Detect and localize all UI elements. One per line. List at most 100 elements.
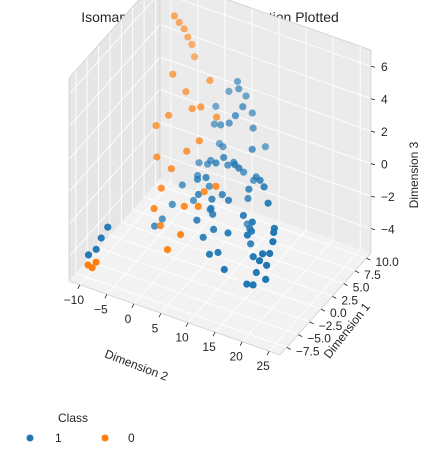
x-axis-line bbox=[68, 280, 281, 356]
x-tick bbox=[185, 322, 189, 327]
data-point-class-1 bbox=[270, 228, 278, 236]
gridline-z-left bbox=[68, 154, 161, 257]
data-point-class-0 bbox=[170, 12, 178, 20]
data-point-class-0 bbox=[183, 147, 191, 155]
z-tick bbox=[370, 98, 376, 101]
gridline-x-floor bbox=[214, 229, 307, 333]
gridline-y-floor bbox=[132, 209, 344, 285]
data-point-class-1 bbox=[264, 199, 272, 207]
data-point-class-0 bbox=[194, 202, 202, 210]
z-tick-label: 0 bbox=[381, 158, 388, 172]
data-point-class-1 bbox=[224, 161, 232, 169]
data-point-class-1 bbox=[247, 240, 255, 248]
edge-back-top bbox=[227, 0, 372, 51]
data-point-class-0 bbox=[191, 53, 199, 61]
data-points bbox=[84, 12, 278, 289]
z-tick bbox=[370, 65, 376, 68]
legend-marker-class-1 bbox=[26, 434, 34, 442]
data-point-class-1 bbox=[195, 159, 203, 167]
data-point-class-1 bbox=[235, 85, 243, 93]
data-point-class-1 bbox=[243, 231, 251, 239]
pane-bottom bbox=[69, 179, 371, 355]
data-point-class-0 bbox=[150, 205, 158, 213]
y-tick-label: 0.0 bbox=[330, 306, 347, 320]
y-tick bbox=[366, 257, 371, 261]
data-point-class-1 bbox=[235, 164, 243, 172]
data-point-class-0 bbox=[212, 182, 220, 190]
data-point-class-0 bbox=[92, 258, 100, 266]
data-point-class-1 bbox=[208, 195, 216, 203]
z-tick bbox=[370, 163, 376, 166]
data-point-class-1 bbox=[259, 250, 267, 258]
data-point-class-1 bbox=[260, 183, 268, 191]
z-tick bbox=[370, 228, 376, 231]
gridline-z-back bbox=[159, 24, 372, 100]
data-point-class-1 bbox=[212, 159, 220, 167]
data-point-class-1 bbox=[233, 77, 242, 86]
x-tick-label: 20 bbox=[229, 350, 243, 364]
data-point-class-1 bbox=[249, 253, 257, 261]
data-point-class-0 bbox=[180, 25, 188, 33]
data-point-class-0 bbox=[180, 202, 188, 210]
y-tick bbox=[286, 346, 292, 350]
x-tick-label: 0 bbox=[125, 312, 132, 326]
data-point-class-0 bbox=[163, 246, 172, 254]
y-tick-label: 7.5 bbox=[364, 268, 381, 282]
z-tick-label: −2 bbox=[381, 190, 395, 204]
data-point-class-0 bbox=[213, 113, 221, 121]
gridline-x-floor bbox=[241, 239, 334, 343]
data-point-class-0 bbox=[153, 153, 161, 161]
data-point-class-1 bbox=[189, 196, 198, 204]
gridline-z-left bbox=[68, 0, 154, 95]
data-point-class-0 bbox=[188, 40, 196, 49]
x-tick bbox=[158, 313, 162, 318]
x-tick-label: 25 bbox=[256, 359, 270, 373]
gridline-x-floor bbox=[160, 210, 253, 314]
data-point-class-0 bbox=[84, 261, 92, 269]
x-tick-label: −5 bbox=[94, 302, 108, 316]
gridline-z-back bbox=[159, 154, 372, 230]
x-tick bbox=[239, 341, 243, 346]
data-point-class-1 bbox=[248, 218, 256, 226]
data-point-class-0 bbox=[200, 188, 208, 196]
data-point-class-1 bbox=[92, 245, 100, 253]
gridline-z-left bbox=[68, 89, 161, 192]
x-tick-label: 10 bbox=[175, 331, 189, 345]
y-tick bbox=[298, 334, 303, 337]
axis-ticks: −10−50510152025−7.5−5.0−2.50.02.55.07.51… bbox=[64, 60, 399, 373]
y-tick bbox=[309, 321, 314, 325]
data-point-class-1 bbox=[255, 257, 264, 265]
gridline-y-floor bbox=[98, 247, 310, 323]
data-point-class-1 bbox=[210, 225, 218, 233]
data-point-class-1 bbox=[225, 87, 233, 95]
data-point-class-0 bbox=[188, 105, 196, 113]
gridline-z-left bbox=[68, 56, 161, 160]
x-tick bbox=[131, 303, 135, 308]
data-point-class-1 bbox=[248, 109, 256, 117]
z-tick bbox=[370, 130, 376, 133]
data-point-class-0 bbox=[169, 70, 177, 78]
legend-label-class-1: 1 bbox=[55, 431, 62, 445]
y-tick bbox=[343, 283, 348, 286]
gridline-z-back bbox=[159, 121, 372, 197]
x-tick bbox=[77, 284, 81, 289]
data-point-class-0 bbox=[206, 76, 214, 85]
data-point-class-1 bbox=[214, 248, 222, 257]
legend-title: Class bbox=[58, 411, 88, 425]
x-tick-label: 15 bbox=[202, 340, 216, 354]
data-point-class-0 bbox=[157, 184, 165, 192]
x-tick-label: 5 bbox=[152, 321, 159, 335]
data-point-class-1 bbox=[244, 194, 252, 203]
y-tick-label: −2.5 bbox=[319, 319, 343, 333]
data-point-class-1 bbox=[202, 174, 210, 182]
data-point-class-1 bbox=[224, 196, 233, 204]
data-point-class-0 bbox=[177, 231, 185, 239]
legend-marker-class-0 bbox=[101, 434, 109, 442]
gridline-x-floor bbox=[268, 248, 361, 352]
legend-label-class-0: 0 bbox=[128, 431, 135, 445]
data-point-class-1 bbox=[242, 92, 250, 100]
y-axis-line bbox=[279, 252, 372, 356]
data-point-class-1 bbox=[261, 143, 269, 151]
data-point-class-1 bbox=[240, 168, 248, 176]
